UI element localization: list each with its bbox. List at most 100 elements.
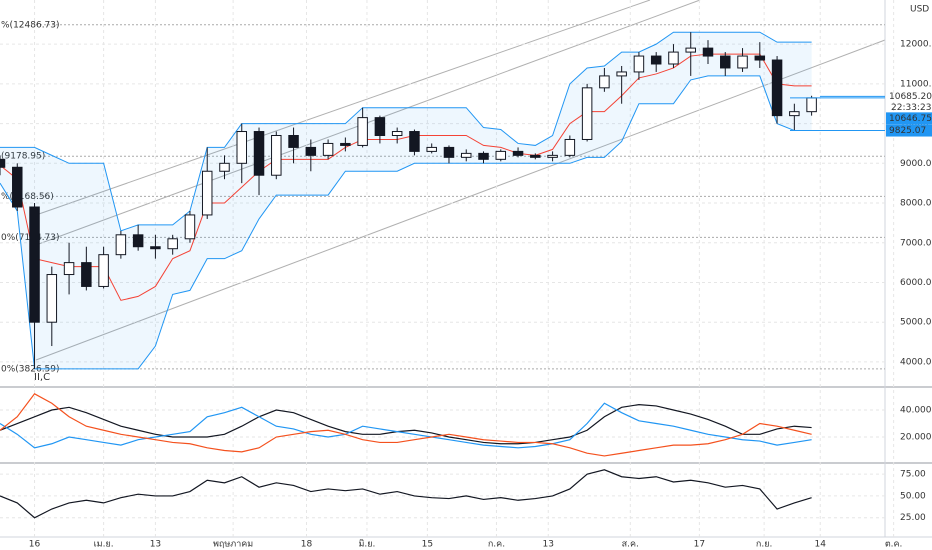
x-tick-label: 16 bbox=[29, 540, 41, 550]
price-label: 9825.07 bbox=[889, 126, 926, 136]
y-tick-label: 5000.00 bbox=[900, 318, 932, 328]
candle-body bbox=[599, 75, 610, 89]
x-tick-label: ต.ค. bbox=[885, 540, 903, 550]
candle-body bbox=[253, 131, 265, 176]
band-fill bbox=[0, 32, 812, 369]
trend-line bbox=[35, 0, 651, 216]
candle-body bbox=[530, 154, 541, 158]
candle-body bbox=[322, 142, 334, 156]
price-label-box bbox=[886, 112, 932, 125]
trend-lines bbox=[35, 0, 886, 361]
candle-body bbox=[650, 55, 662, 65]
candle-body bbox=[236, 131, 248, 164]
x-tick-label: 17 bbox=[694, 540, 705, 550]
y-tick-label: 8000.00 bbox=[900, 199, 932, 209]
x-tick-label: 13 bbox=[150, 540, 161, 550]
candle-body bbox=[720, 55, 731, 69]
candle-body bbox=[702, 47, 714, 57]
price-label: 10685.20 bbox=[889, 92, 932, 102]
candle-body bbox=[633, 55, 645, 73]
x-tick-label: พฤษภาคม bbox=[213, 540, 253, 550]
candle-body bbox=[46, 274, 58, 323]
candle-body bbox=[685, 47, 696, 53]
candle-body bbox=[271, 134, 282, 176]
y-tick-label: 4000.00 bbox=[900, 357, 932, 367]
y-tick-label: 11000.00 bbox=[900, 79, 932, 89]
band-line bbox=[0, 53, 812, 301]
candle-body bbox=[426, 146, 437, 152]
candle-body bbox=[132, 234, 144, 248]
candle-body bbox=[63, 262, 75, 276]
x-tick-label: 13 bbox=[543, 540, 554, 550]
candle-body bbox=[495, 150, 507, 160]
candle-body bbox=[512, 150, 524, 156]
candle-body bbox=[564, 138, 576, 156]
trend-line bbox=[35, 0, 701, 246]
candle-body bbox=[616, 71, 627, 77]
y-tick-label: 50.00 bbox=[900, 491, 926, 501]
candle-body bbox=[478, 152, 489, 160]
candle-body bbox=[581, 87, 593, 140]
candle-body bbox=[443, 146, 455, 158]
x-tick-label: 18 bbox=[301, 540, 313, 550]
price-label-box bbox=[886, 124, 932, 137]
x-tick-label: ก.ค. bbox=[488, 540, 505, 550]
x-tick-label: 15 bbox=[422, 540, 433, 550]
indicator-line bbox=[0, 469, 812, 519]
y-tick-label: 12000.00 bbox=[900, 40, 932, 50]
candle-body bbox=[806, 97, 817, 113]
candle-body bbox=[357, 117, 368, 146]
candle-body bbox=[460, 152, 472, 158]
x-tick-label: ก.ย. bbox=[756, 540, 772, 550]
candle-body bbox=[374, 117, 386, 136]
candle-body bbox=[150, 246, 161, 250]
x-tick-label: เม.ย. bbox=[94, 540, 114, 550]
y-tick-label: 20.0000 bbox=[900, 433, 932, 443]
candle-body bbox=[409, 131, 420, 152]
candle-body bbox=[771, 59, 783, 117]
watermark: II,C bbox=[34, 372, 50, 383]
trend-line bbox=[35, 39, 886, 361]
candle-body bbox=[167, 238, 178, 250]
candle-body bbox=[737, 55, 748, 69]
candle-body bbox=[98, 254, 109, 287]
candle-body bbox=[789, 111, 800, 117]
candle-body bbox=[184, 214, 196, 240]
candle-body bbox=[391, 131, 403, 136]
candle-body bbox=[29, 206, 40, 323]
y-tick-label: 40.0000 bbox=[900, 406, 932, 416]
candle-body bbox=[305, 146, 317, 156]
candle-body bbox=[219, 162, 230, 172]
candle-body bbox=[201, 170, 213, 216]
fib-label: %(8168.56) bbox=[1, 192, 54, 202]
countdown: 22:33:23 bbox=[891, 103, 931, 113]
fib-label: 0%(3826.59) bbox=[1, 364, 60, 374]
currency: USD bbox=[910, 5, 929, 15]
candle-body bbox=[12, 166, 23, 208]
candle-body bbox=[668, 51, 679, 65]
price-label: 10646.75 bbox=[889, 114, 932, 124]
fib-label: (9178.95) bbox=[1, 152, 45, 162]
x-tick-label: 14 bbox=[815, 540, 827, 550]
candle-body bbox=[0, 158, 6, 168]
band-line bbox=[0, 31, 812, 232]
candle-body bbox=[754, 55, 766, 61]
y-tick-label: 25.00 bbox=[900, 513, 926, 523]
indicator-line bbox=[0, 393, 812, 457]
band-line bbox=[0, 75, 812, 370]
y-tick-label: 7000.00 bbox=[900, 238, 932, 248]
indicator-line bbox=[0, 402, 812, 449]
candle-body bbox=[288, 134, 299, 148]
candle-body bbox=[81, 262, 92, 287]
x-tick-label: มิ.ย. bbox=[358, 539, 375, 550]
y-tick-label: 6000.00 bbox=[900, 278, 932, 288]
y-tick-label: 9000.00 bbox=[900, 159, 932, 169]
candle-body bbox=[547, 154, 558, 158]
x-tick-label: ส.ค. bbox=[622, 540, 639, 550]
fib-label: %(12486.73) bbox=[1, 20, 60, 30]
y-tick-label: 75.00 bbox=[900, 470, 926, 480]
candle-body bbox=[115, 234, 127, 256]
indicator-line bbox=[0, 404, 812, 445]
candle-body bbox=[340, 142, 351, 146]
